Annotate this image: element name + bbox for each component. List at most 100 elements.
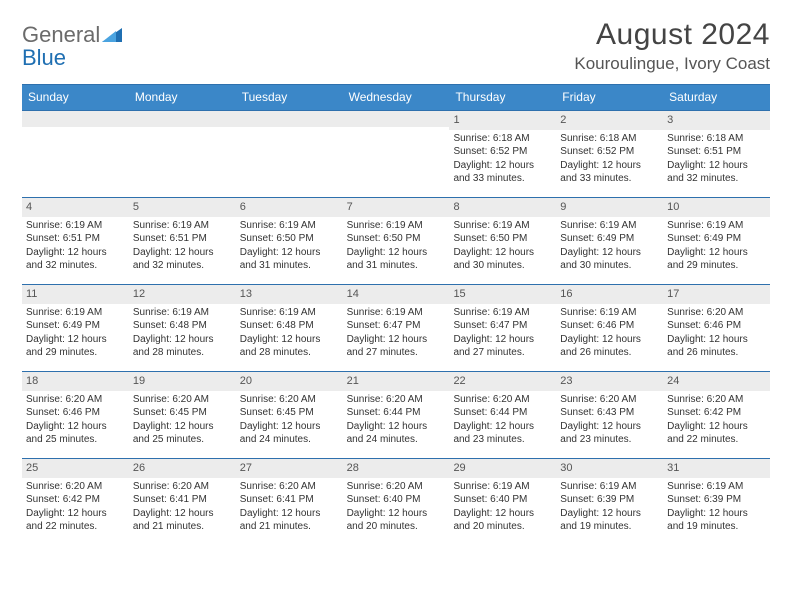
day-number: 14 bbox=[343, 285, 450, 304]
calendar-row: 25Sunrise: 6:20 AMSunset: 6:42 PMDayligh… bbox=[22, 458, 770, 545]
day-number: 4 bbox=[22, 198, 129, 217]
calendar-cell: 22Sunrise: 6:20 AMSunset: 6:44 PMDayligh… bbox=[449, 372, 556, 458]
triangle-icon bbox=[102, 26, 122, 47]
day-number bbox=[236, 111, 343, 127]
day-header: Friday bbox=[556, 85, 663, 110]
daylight-text: Daylight: 12 hours and 30 minutes. bbox=[453, 246, 552, 273]
sunset-text: Sunset: 6:51 PM bbox=[26, 232, 125, 246]
day-details: Sunrise: 6:20 AMSunset: 6:40 PMDaylight:… bbox=[343, 478, 450, 538]
calendar-cell: 16Sunrise: 6:19 AMSunset: 6:46 PMDayligh… bbox=[556, 285, 663, 371]
day-details: Sunrise: 6:19 AMSunset: 6:48 PMDaylight:… bbox=[236, 304, 343, 364]
day-number: 6 bbox=[236, 198, 343, 217]
day-number: 15 bbox=[449, 285, 556, 304]
day-header: Saturday bbox=[663, 85, 770, 110]
daylight-text: Daylight: 12 hours and 24 minutes. bbox=[347, 420, 446, 447]
sunset-text: Sunset: 6:41 PM bbox=[133, 493, 232, 507]
daylight-text: Daylight: 12 hours and 33 minutes. bbox=[453, 159, 552, 186]
daylight-text: Daylight: 12 hours and 19 minutes. bbox=[667, 507, 766, 534]
sunrise-text: Sunrise: 6:19 AM bbox=[133, 306, 232, 320]
sunrise-text: Sunrise: 6:19 AM bbox=[453, 219, 552, 233]
brand-word2: Blue bbox=[22, 45, 66, 70]
calendar-row: 11Sunrise: 6:19 AMSunset: 6:49 PMDayligh… bbox=[22, 284, 770, 371]
day-details: Sunrise: 6:19 AMSunset: 6:39 PMDaylight:… bbox=[556, 478, 663, 538]
sunset-text: Sunset: 6:45 PM bbox=[240, 406, 339, 420]
day-details: Sunrise: 6:20 AMSunset: 6:46 PMDaylight:… bbox=[22, 391, 129, 451]
sunrise-text: Sunrise: 6:20 AM bbox=[133, 480, 232, 494]
sunset-text: Sunset: 6:46 PM bbox=[26, 406, 125, 420]
day-number bbox=[343, 111, 450, 127]
sunset-text: Sunset: 6:45 PM bbox=[133, 406, 232, 420]
daylight-text: Daylight: 12 hours and 25 minutes. bbox=[133, 420, 232, 447]
calendar-cell: 18Sunrise: 6:20 AMSunset: 6:46 PMDayligh… bbox=[22, 372, 129, 458]
day-details: Sunrise: 6:19 AMSunset: 6:50 PMDaylight:… bbox=[236, 217, 343, 277]
sunset-text: Sunset: 6:51 PM bbox=[667, 145, 766, 159]
calendar-cell: 28Sunrise: 6:20 AMSunset: 6:40 PMDayligh… bbox=[343, 459, 450, 545]
calendar-cell: 20Sunrise: 6:20 AMSunset: 6:45 PMDayligh… bbox=[236, 372, 343, 458]
day-number: 29 bbox=[449, 459, 556, 478]
calendar-cell bbox=[22, 111, 129, 197]
sunset-text: Sunset: 6:42 PM bbox=[667, 406, 766, 420]
sunrise-text: Sunrise: 6:20 AM bbox=[347, 480, 446, 494]
day-details: Sunrise: 6:20 AMSunset: 6:45 PMDaylight:… bbox=[129, 391, 236, 451]
sunrise-text: Sunrise: 6:20 AM bbox=[560, 393, 659, 407]
sunrise-text: Sunrise: 6:20 AM bbox=[347, 393, 446, 407]
day-details: Sunrise: 6:20 AMSunset: 6:44 PMDaylight:… bbox=[449, 391, 556, 451]
calendar-day-header: Sunday Monday Tuesday Wednesday Thursday… bbox=[22, 85, 770, 110]
day-number: 9 bbox=[556, 198, 663, 217]
sunset-text: Sunset: 6:50 PM bbox=[453, 232, 552, 246]
daylight-text: Daylight: 12 hours and 22 minutes. bbox=[667, 420, 766, 447]
sunrise-text: Sunrise: 6:19 AM bbox=[26, 219, 125, 233]
day-number: 8 bbox=[449, 198, 556, 217]
day-details: Sunrise: 6:20 AMSunset: 6:42 PMDaylight:… bbox=[22, 478, 129, 538]
day-number: 24 bbox=[663, 372, 770, 391]
daylight-text: Daylight: 12 hours and 23 minutes. bbox=[560, 420, 659, 447]
daylight-text: Daylight: 12 hours and 33 minutes. bbox=[560, 159, 659, 186]
sunrise-text: Sunrise: 6:20 AM bbox=[26, 393, 125, 407]
day-number: 21 bbox=[343, 372, 450, 391]
day-number bbox=[129, 111, 236, 127]
calendar-cell: 2Sunrise: 6:18 AMSunset: 6:52 PMDaylight… bbox=[556, 111, 663, 197]
calendar-cell: 3Sunrise: 6:18 AMSunset: 6:51 PMDaylight… bbox=[663, 111, 770, 197]
day-number: 31 bbox=[663, 459, 770, 478]
daylight-text: Daylight: 12 hours and 20 minutes. bbox=[453, 507, 552, 534]
sunset-text: Sunset: 6:48 PM bbox=[133, 319, 232, 333]
day-details: Sunrise: 6:19 AMSunset: 6:47 PMDaylight:… bbox=[449, 304, 556, 364]
sunset-text: Sunset: 6:40 PM bbox=[453, 493, 552, 507]
sunset-text: Sunset: 6:51 PM bbox=[133, 232, 232, 246]
day-number bbox=[22, 111, 129, 127]
calendar-cell: 15Sunrise: 6:19 AMSunset: 6:47 PMDayligh… bbox=[449, 285, 556, 371]
sunset-text: Sunset: 6:50 PM bbox=[240, 232, 339, 246]
calendar-cell: 13Sunrise: 6:19 AMSunset: 6:48 PMDayligh… bbox=[236, 285, 343, 371]
day-details: Sunrise: 6:20 AMSunset: 6:45 PMDaylight:… bbox=[236, 391, 343, 451]
sunset-text: Sunset: 6:49 PM bbox=[26, 319, 125, 333]
calendar-cell: 10Sunrise: 6:19 AMSunset: 6:49 PMDayligh… bbox=[663, 198, 770, 284]
daylight-text: Daylight: 12 hours and 20 minutes. bbox=[347, 507, 446, 534]
daylight-text: Daylight: 12 hours and 32 minutes. bbox=[667, 159, 766, 186]
daylight-text: Daylight: 12 hours and 30 minutes. bbox=[560, 246, 659, 273]
day-details: Sunrise: 6:19 AMSunset: 6:50 PMDaylight:… bbox=[449, 217, 556, 277]
calendar-cell: 11Sunrise: 6:19 AMSunset: 6:49 PMDayligh… bbox=[22, 285, 129, 371]
day-number: 10 bbox=[663, 198, 770, 217]
calendar-cell: 27Sunrise: 6:20 AMSunset: 6:41 PMDayligh… bbox=[236, 459, 343, 545]
sunrise-text: Sunrise: 6:18 AM bbox=[453, 132, 552, 146]
sunset-text: Sunset: 6:49 PM bbox=[667, 232, 766, 246]
day-header: Wednesday bbox=[343, 85, 450, 110]
day-number: 30 bbox=[556, 459, 663, 478]
daylight-text: Daylight: 12 hours and 28 minutes. bbox=[133, 333, 232, 360]
day-details: Sunrise: 6:19 AMSunset: 6:49 PMDaylight:… bbox=[556, 217, 663, 277]
day-number: 25 bbox=[22, 459, 129, 478]
sunrise-text: Sunrise: 6:20 AM bbox=[133, 393, 232, 407]
day-details: Sunrise: 6:19 AMSunset: 6:39 PMDaylight:… bbox=[663, 478, 770, 538]
calendar-cell: 4Sunrise: 6:19 AMSunset: 6:51 PMDaylight… bbox=[22, 198, 129, 284]
sunset-text: Sunset: 6:50 PM bbox=[347, 232, 446, 246]
day-number: 11 bbox=[22, 285, 129, 304]
day-number: 18 bbox=[22, 372, 129, 391]
day-number: 23 bbox=[556, 372, 663, 391]
sunset-text: Sunset: 6:39 PM bbox=[667, 493, 766, 507]
calendar-cell: 25Sunrise: 6:20 AMSunset: 6:42 PMDayligh… bbox=[22, 459, 129, 545]
day-details: Sunrise: 6:18 AMSunset: 6:52 PMDaylight:… bbox=[556, 130, 663, 190]
day-number: 26 bbox=[129, 459, 236, 478]
day-details: Sunrise: 6:19 AMSunset: 6:49 PMDaylight:… bbox=[22, 304, 129, 364]
sunrise-text: Sunrise: 6:19 AM bbox=[560, 219, 659, 233]
sunset-text: Sunset: 6:42 PM bbox=[26, 493, 125, 507]
